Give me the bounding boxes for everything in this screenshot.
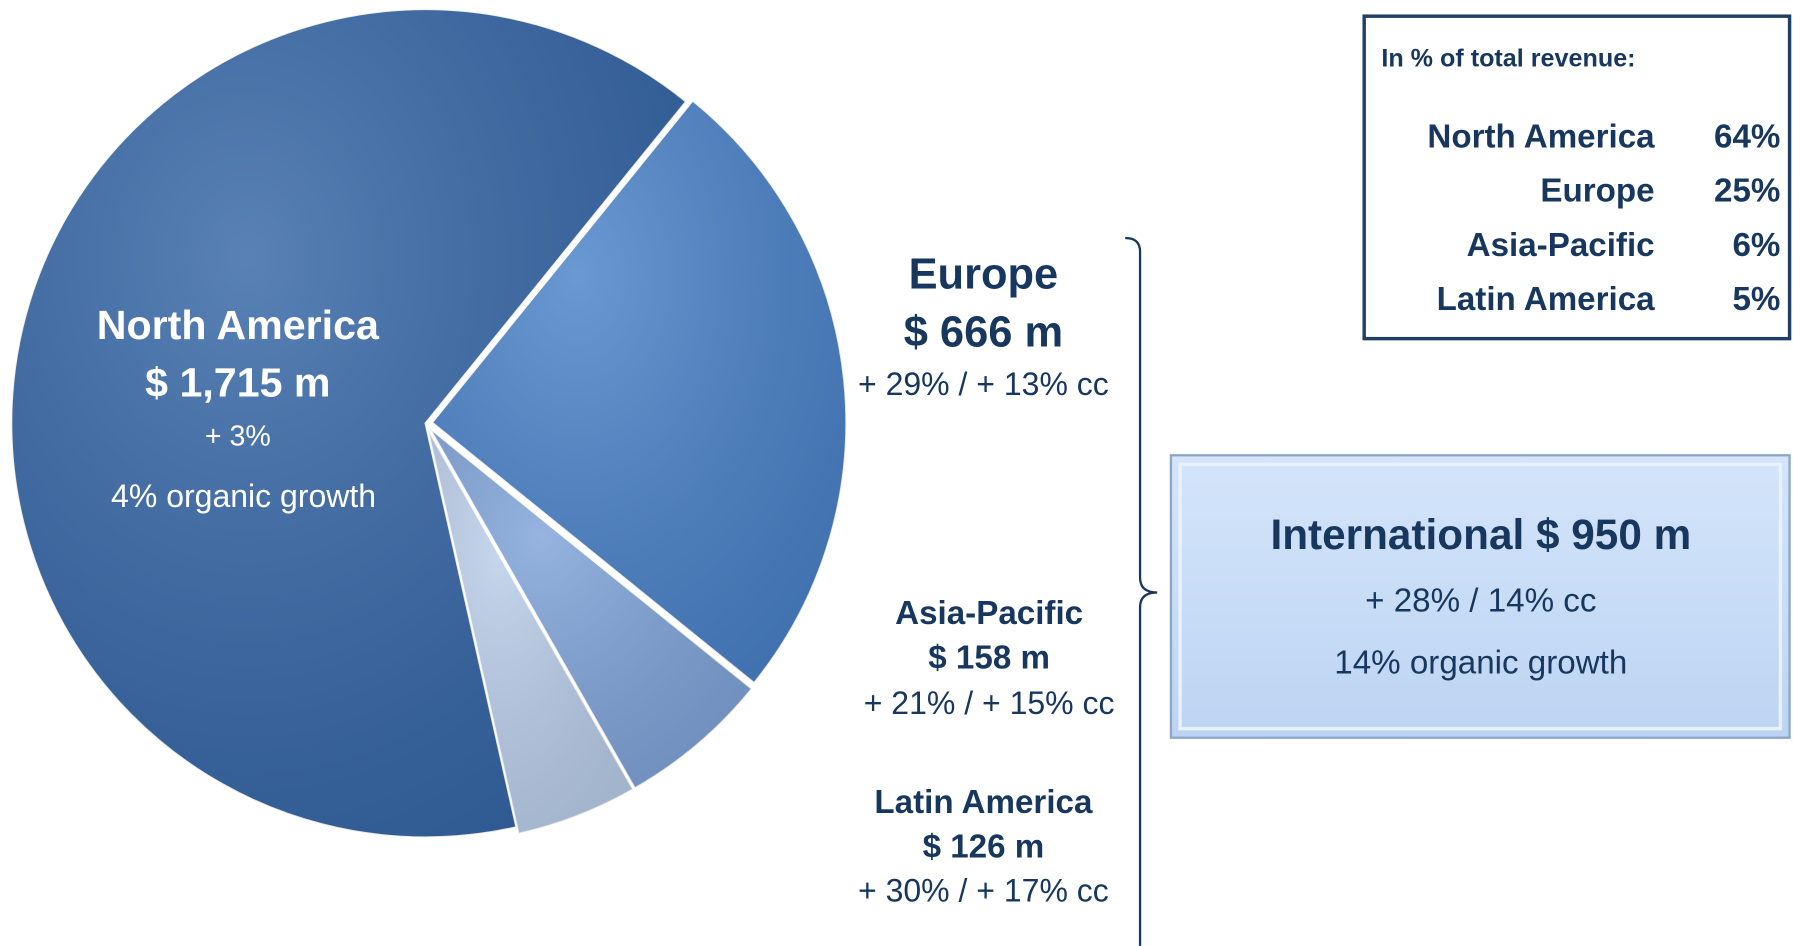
share-table-region: Europe (1540, 173, 1654, 210)
pie-shade (11, 9, 686, 838)
share-table-region: Latin America (1437, 281, 1656, 318)
slice-label: Asia-Pacific (895, 595, 1083, 632)
slice-value-label: $ 666 m (904, 309, 1063, 357)
pie-shade (429, 428, 752, 789)
international-box (1169, 454, 1791, 739)
share-table-title: In % of total revenue: (1381, 44, 1635, 72)
pie (10, 8, 848, 839)
international-line: 14% organic growth (1334, 644, 1627, 681)
pie-shade (427, 429, 633, 834)
slice-note: 4% organic growth (111, 478, 376, 514)
international-title: International $ 950 m (1270, 511, 1691, 558)
share-table-region: Asia-Pacific (1467, 227, 1655, 264)
share-table-percent: 25% (1714, 173, 1780, 210)
slice-label: Latin America (874, 784, 1093, 821)
share-table-region: North America (1427, 118, 1655, 155)
slice-label: Europe (909, 250, 1059, 298)
slice-growth: + 21% / + 15% cc (864, 685, 1115, 721)
slice-label: North America (97, 302, 380, 348)
bracket (1125, 236, 1158, 946)
share-table-percent: 64% (1714, 118, 1780, 155)
international-bevel (1178, 462, 1783, 731)
slice-value-label: $ 158 m (928, 640, 1050, 677)
pie-shade (432, 100, 847, 683)
slice-value-label: $ 1,715 m (145, 359, 330, 405)
share-table: North America 64% Europe 25% Asia-Pacific 6% L… (1427, 118, 1780, 318)
share-table-percent: 6% (1732, 227, 1780, 264)
slice-growth: + 30% / + 17% cc (858, 873, 1109, 909)
international-line: + 28% / 14% cc (1365, 583, 1596, 620)
slice-growth: + 3% (205, 421, 271, 453)
slice-growth: + 29% / + 13% cc (858, 366, 1109, 402)
slice-value-label: $ 126 m (923, 828, 1045, 865)
share-table-box (1362, 14, 1792, 341)
share-table-percent: 5% (1732, 281, 1780, 318)
